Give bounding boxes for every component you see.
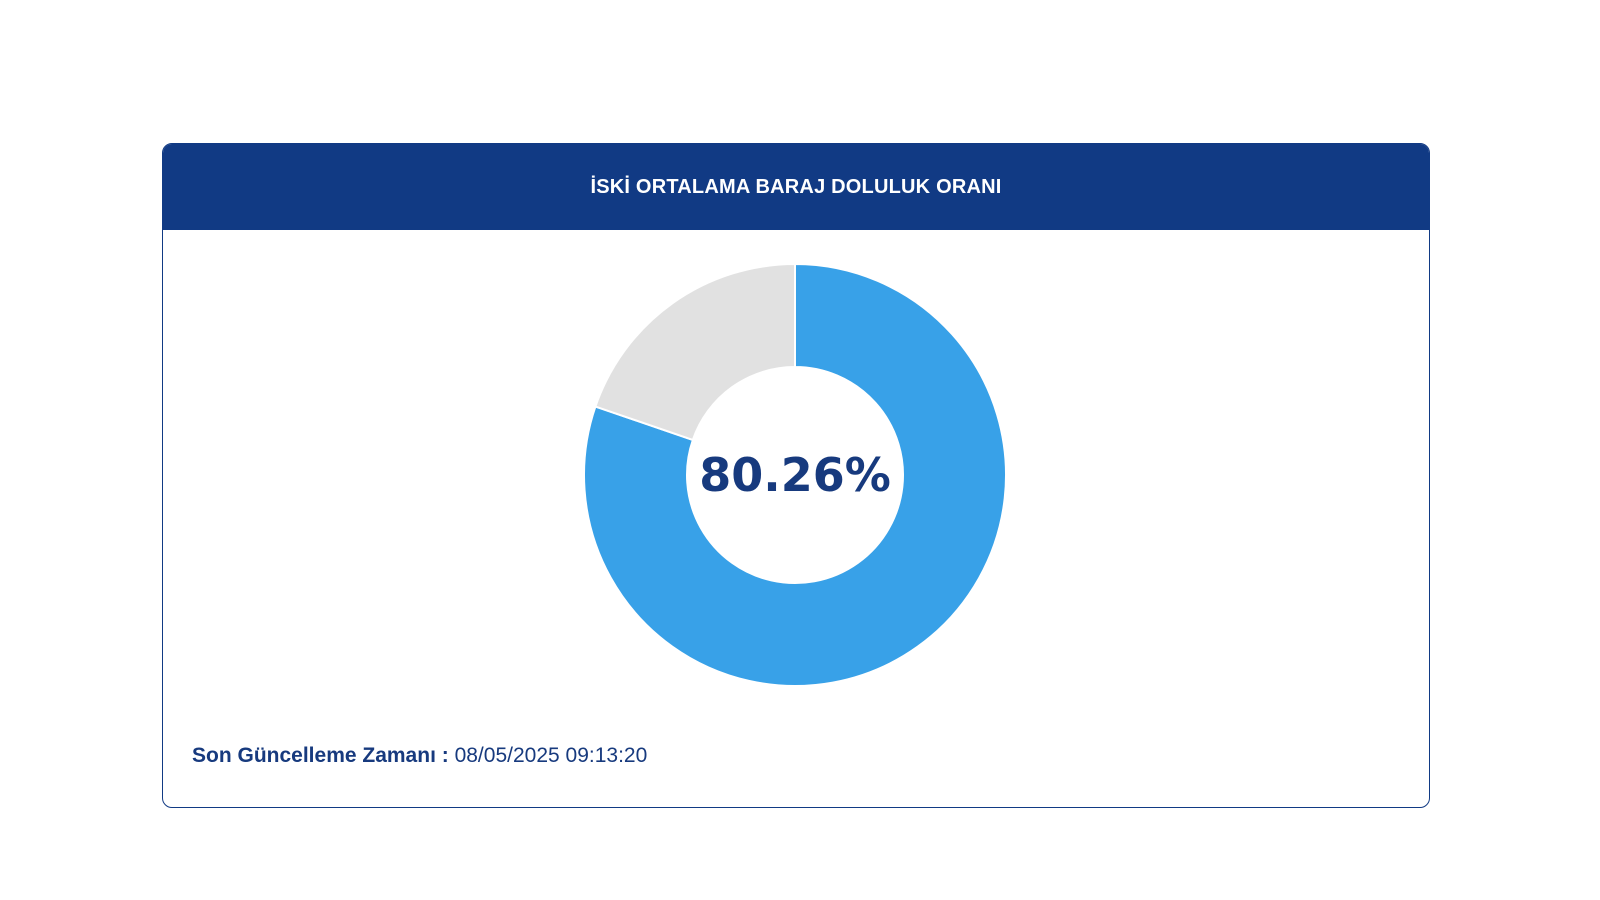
- donut-chart-svg: 80.26%: [583, 262, 1007, 687]
- last-update: Son Güncelleme Zamanı : 08/05/2025 09:13…: [192, 744, 647, 768]
- filled-slice: [583, 262, 1007, 687]
- donut-chart: 80.26%: [163, 230, 1429, 710]
- last-update-label: Son Güncelleme Zamanı :: [192, 744, 449, 767]
- empty-slice: [594, 262, 796, 442]
- dam-occupancy-card: İSKİ ORTALAMA BARAJ DOLULUK ORANI 80.26%…: [162, 143, 1430, 808]
- center-percentage-label: 80.26%: [699, 448, 891, 502]
- last-update-value: 08/05/2025 09:13:20: [454, 744, 648, 767]
- card-title: İSKİ ORTALAMA BARAJ DOLULUK ORANI: [163, 144, 1429, 230]
